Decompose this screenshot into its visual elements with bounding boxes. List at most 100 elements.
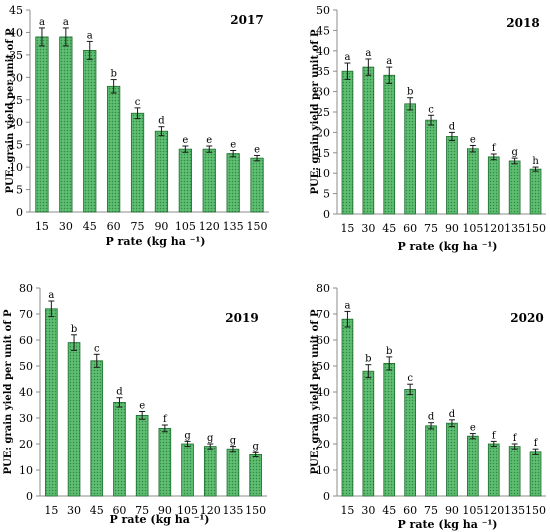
x-tick-label: 45 [382,504,396,517]
error-bar-120 [490,440,497,448]
significance-letter: c [407,373,413,384]
x-tick-label: 135 [223,220,244,233]
y-axis-label: PUE: grain yield per unit of P [5,28,16,194]
y-tick-label: 10 [316,167,330,180]
y-tick-label: 10 [19,464,33,477]
y-tick-label: 35 [9,49,23,62]
y-tick-label: 40 [9,26,23,39]
x-tick-label: 135 [222,504,243,517]
x-tick-label: 150 [525,222,546,235]
panel-title: 2018 [506,16,539,30]
y-axis-label: PUE: grain yield per unit of P [310,309,321,475]
y-tick-label: 20 [19,438,33,451]
x-tick-label: 75 [135,504,149,517]
error-bar-135 [511,443,518,450]
error-bar-150 [532,448,539,455]
x-tick-label: 105 [175,220,196,233]
error-bar-105 [182,145,189,153]
significance-letter: b [110,69,116,80]
significance-letter: e [254,144,260,155]
x-tick-label: 75 [424,504,438,517]
significance-letter: b [407,87,413,98]
error-bar-150 [532,166,539,172]
bar-135 [226,448,240,497]
y-tick-label: 60 [316,334,330,347]
significance-letter: e [139,401,145,412]
bar-120 [487,443,500,497]
significance-letter: h [532,156,539,167]
x-tick-label: 150 [247,220,268,233]
bar-105 [178,148,192,213]
x-tick-label: 150 [525,504,546,517]
y-tick-label: 25 [9,94,23,107]
bar-15 [45,308,58,497]
y-tick-label: 80 [19,282,33,295]
bar-60 [404,388,416,497]
bar-150 [250,157,264,213]
x-tick-label: 45 [90,504,104,517]
error-bar-45 [386,66,393,84]
bar-135 [508,160,521,215]
x-axis-label: P rate (kg ha ⁻¹) [397,518,497,531]
y-tick-label: 20 [9,116,23,129]
y-tick-label: 50 [316,4,330,17]
x-axis-label: P rate (kg ha ⁻¹) [105,235,205,248]
bar-150 [529,168,542,215]
bar-120 [202,148,216,213]
y-tick-label: 0 [323,208,330,221]
error-bar-120 [206,145,213,153]
y-tick-label: 5 [16,184,23,197]
error-bar-75 [139,411,146,420]
significance-letter: d [449,409,456,420]
significance-letter: c [428,104,434,115]
error-bar-15 [344,62,351,80]
y-tick-label: 30 [316,86,330,99]
bar-15 [341,318,354,497]
bar-45 [383,74,396,215]
bar-45 [83,50,97,213]
bar-75 [130,112,145,213]
x-tick-label: 120 [199,220,220,233]
error-bar-90 [158,126,165,137]
error-bar-15 [344,310,351,328]
x-tick-label: 60 [403,222,417,235]
panel-title: 2019 [225,311,258,325]
chart-panel-2019: 0 10 20 30 40 50 60 70 80 a 15 b 30 c 45 d 60 e 75 f 90 g 105 g… [3,282,267,526]
error-bar-60 [116,397,123,408]
bar-105 [181,443,194,497]
bar-15 [341,70,354,215]
x-tick-label: 105 [177,504,198,517]
x-tick-label: 120 [200,504,221,517]
x-tick-label: 105 [462,222,483,235]
significance-letter: g [184,430,191,441]
x-tick-label: 135 [504,504,525,517]
bar-15 [35,36,49,213]
y-tick-label: 40 [19,386,33,399]
significance-letter: c [94,343,100,354]
significance-letter: e [470,423,476,434]
panel-title: 2017 [230,13,263,27]
error-bar-150 [254,154,261,162]
chart-panel-2018: 0 5 10 15 20 25 30 35 40 45 50 a 15 a 30 a 45 b 60 c 75 d 90 e 1… [310,4,546,253]
bar-135 [226,153,240,213]
x-tick-label: 75 [424,222,438,235]
y-axis-label: PUE: grain yield per unit of P [3,309,14,475]
y-tick-label: 60 [19,334,33,347]
error-bar-120 [207,443,214,450]
x-tick-label: 45 [382,222,396,235]
bar-90 [446,136,458,215]
x-tick-label: 60 [107,220,121,233]
chart-panel-2020: 0 10 20 30 40 50 60 70 80 a 15 b 30 b 45 c 60 d 75 d 90 e 105 f… [310,282,546,531]
error-bar-60 [407,97,414,111]
x-tick-label: 90 [445,222,459,235]
bar-105 [467,435,479,497]
y-tick-label: 40 [316,386,330,399]
bar-75 [425,425,437,497]
x-tick-label: 105 [462,504,483,517]
x-axis-label: P rate (kg ha ⁻¹) [397,240,497,253]
significance-letter: g [511,147,518,158]
y-tick-label: 30 [316,412,330,425]
y-axis-label: PUE: grain yield per unit of P [310,29,321,195]
y-tick-label: 0 [26,490,33,503]
